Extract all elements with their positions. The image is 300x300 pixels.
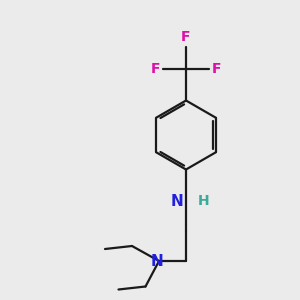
Text: F: F [181, 30, 191, 44]
Text: H: H [197, 194, 209, 208]
Text: N: N [151, 254, 164, 268]
Text: F: F [212, 62, 221, 76]
Text: F: F [151, 62, 160, 76]
Text: N: N [171, 194, 184, 208]
